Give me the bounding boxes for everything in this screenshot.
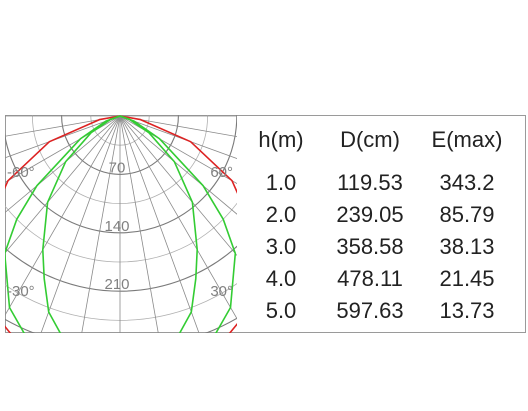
polar-spoke (5, 115, 121, 316)
ring-label: 140 (104, 218, 129, 235)
polar-spoke (119, 115, 237, 160)
table-cell: 358.58 (336, 234, 404, 259)
table-cell: 85.79 (439, 202, 495, 227)
table-cell: 21.45 (439, 266, 495, 291)
table-cell: 2.0 (265, 202, 297, 227)
polar-spoke (119, 115, 159, 333)
polar-spoke (5, 115, 121, 254)
table-cell: 3.0 (265, 234, 297, 259)
polar-spoke (5, 115, 121, 183)
angle-label: -60° (7, 164, 35, 181)
polar-spoke (81, 115, 121, 333)
polar-spoke (119, 115, 237, 185)
table-header: D(cm) (340, 127, 400, 152)
angle-label: -30° (7, 283, 35, 300)
table-cell: 4.0 (265, 266, 297, 291)
distribution-curves (5, 115, 237, 333)
table-cell: 239.05 (336, 202, 404, 227)
polar-luminous-intensity-chart: 70140210280350-60°60°-30°30° (5, 115, 237, 333)
polar-spoke (119, 115, 237, 257)
distribution-curve-3 (42, 115, 198, 333)
polar-grid (5, 115, 237, 333)
table-cell: 119.53 (337, 170, 403, 195)
polar-spoke (119, 115, 237, 215)
angle-label: 60° (210, 164, 233, 181)
polar-ring (5, 202, 237, 263)
table-cell: 597.63 (336, 298, 404, 323)
table-cell: 5.0 (265, 298, 297, 323)
polar-spoke (119, 115, 200, 333)
polar-labels: 70140210280350-60°60°-30°30° (7, 159, 233, 300)
table-cell: 343.2 (439, 170, 495, 195)
polar-spoke (5, 115, 121, 137)
table-cell: 478.11 (337, 266, 403, 291)
table-cell: 38.13 (439, 234, 495, 259)
table-cell: 13.73 (439, 298, 495, 323)
polar-spoke (5, 115, 121, 159)
polar-ring (5, 245, 237, 292)
chart-frame (5, 115, 526, 333)
distribution-curve-1 (5, 115, 237, 333)
polar-spoke (119, 115, 237, 138)
distribution-curve-2 (5, 115, 237, 333)
angle-label: 30° (210, 283, 233, 300)
table-header: h(m) (258, 127, 304, 152)
ring-label: 210 (104, 276, 129, 293)
polar-spoke (40, 115, 121, 333)
ring-label: 70 (109, 159, 126, 176)
table-cell: 1.0 (265, 170, 297, 195)
polar-spoke (5, 115, 121, 214)
polar-spoke (119, 115, 237, 320)
table-header: E(max) (431, 127, 503, 152)
